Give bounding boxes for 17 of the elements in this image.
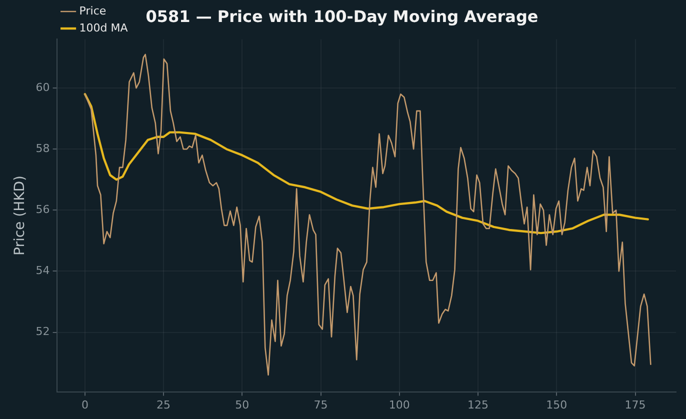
x-tick-label: 50 [235,398,250,412]
y-tick-label: 58 [36,142,50,155]
chart-title: 0581 — Price with 100-Day Moving Average [146,6,538,26]
x-tick-label: 125 [468,398,489,412]
y-tick-label: 60 [36,80,50,94]
x-tick-label: 0 [81,398,88,412]
x-tick-label: 75 [314,398,328,412]
x-tick-label: 175 [624,398,646,412]
y-axis-title: Price (HKD) [12,175,28,256]
x-tick-label: 150 [546,398,568,412]
legend-label: 100d MA [79,21,128,34]
x-tick-label: 100 [388,398,410,412]
y-tick-label: 54 [36,264,50,278]
y-tick-label: 56 [36,203,50,216]
legend-label: Price [79,4,106,18]
x-tick-label: 25 [156,398,171,412]
y-tick-label: 52 [36,325,50,338]
